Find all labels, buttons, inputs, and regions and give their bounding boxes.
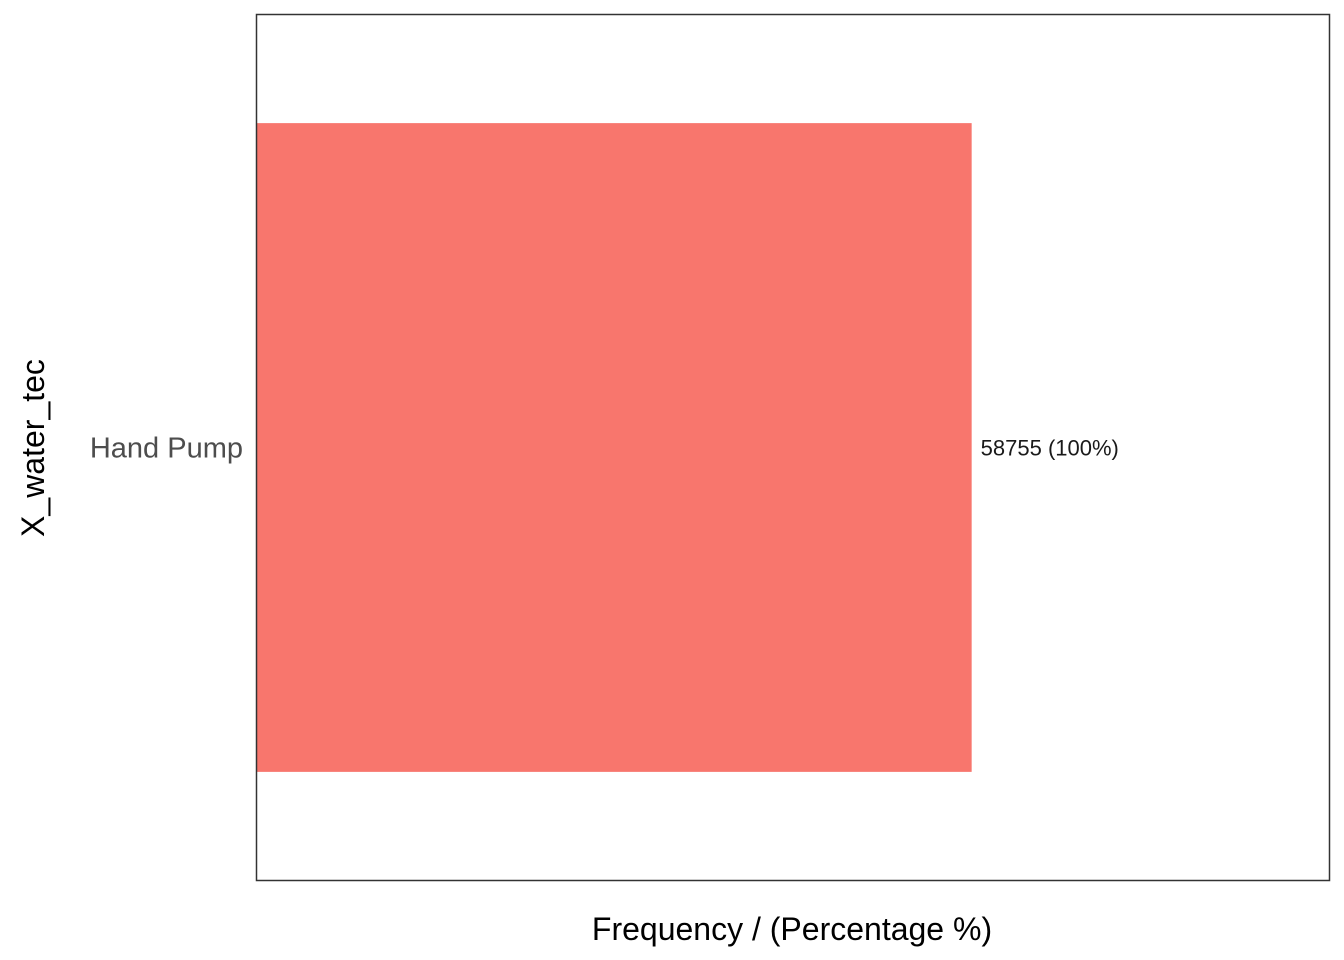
data-label: 58755 (100%)	[981, 436, 1119, 461]
panel-border	[255, 13, 1331, 882]
bar	[257, 123, 972, 772]
y-tick-label: Hand Pump	[90, 433, 243, 465]
bars-group	[257, 123, 972, 772]
x-axis-title: Frequency / (Percentage %)	[592, 911, 992, 947]
y-axis-title: X_water_tec	[15, 359, 51, 537]
y-tick-labels: Hand Pump	[90, 433, 243, 465]
data-labels-group: 58755 (100%)	[981, 436, 1119, 461]
